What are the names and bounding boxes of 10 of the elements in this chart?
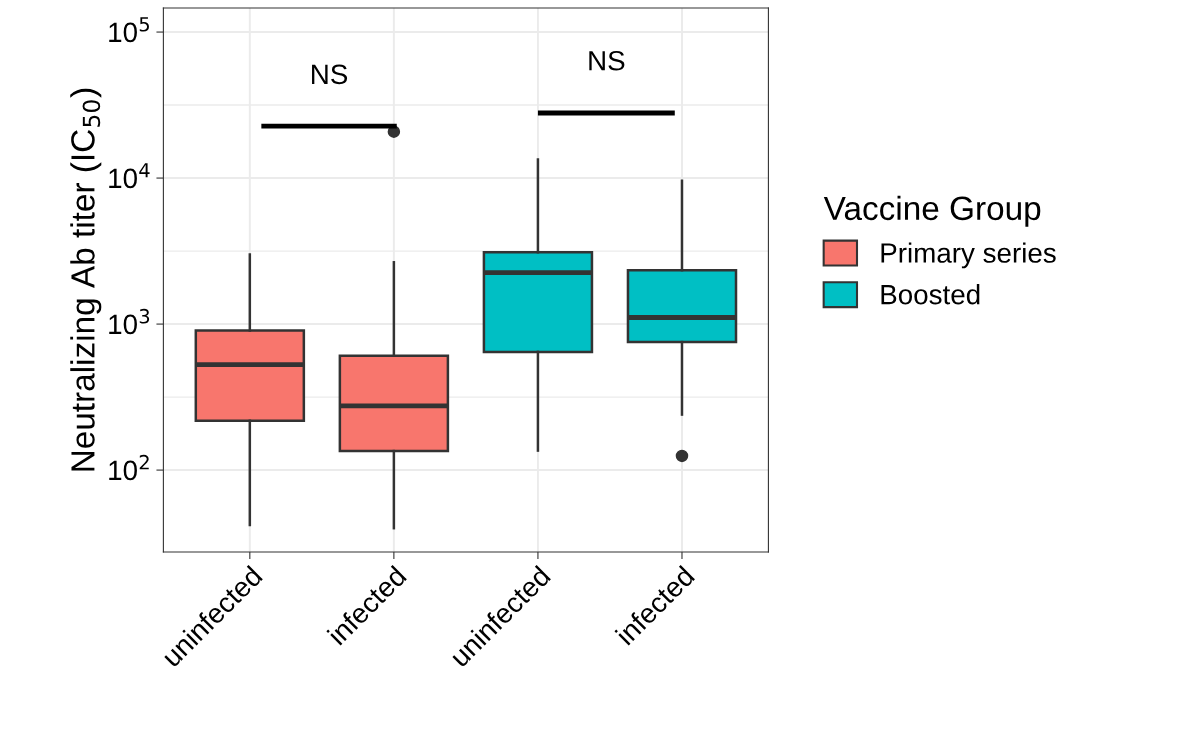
annotation: NS [589,50,625,71]
annotation: NS [312,64,348,85]
y-tick-label: 10$^{5}$ [109,17,149,43]
legend-label: Primary series [881,242,1056,269]
y-tick-label: 10$^{3}$ [109,308,150,335]
y-tick-label: 10$^{4}$ [109,163,150,189]
legend-title: Vaccine Group [823,195,1041,227]
y-axis-title: Neutralizing Ab titer (IC$_{50}$) [70,88,102,471]
y-tick-label: 10$^{2}$ [109,454,149,481]
legend-label: Boosted [881,284,980,305]
